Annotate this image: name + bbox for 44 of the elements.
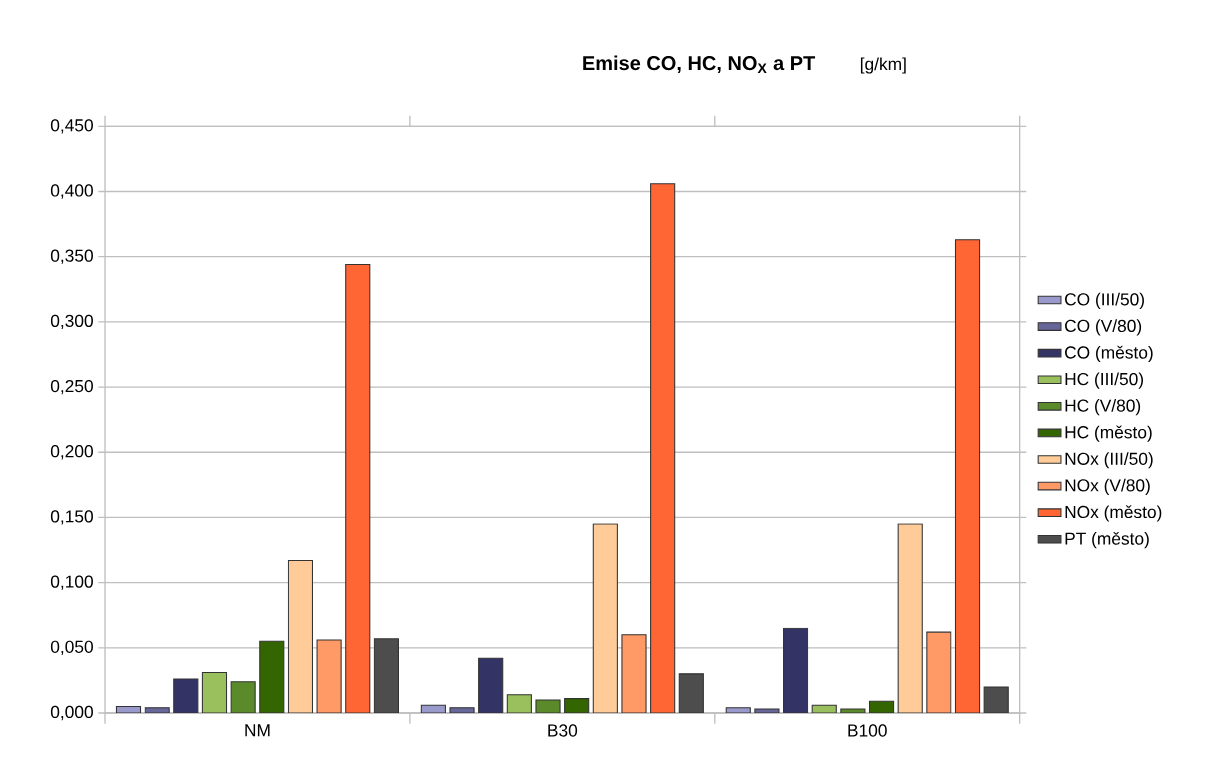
bar [230,681,256,713]
x-tick-label: B100 [848,724,887,737]
y-tick-label: 0,450 [50,119,93,134]
bar [144,707,170,713]
y-tick-label: 0,300 [50,314,93,330]
bar [621,634,647,713]
bar [783,627,809,713]
legend-label: CO (V/80) [1065,319,1142,336]
legend-label: HC (V/80) [1065,399,1141,416]
y-tick-label: 0,150 [50,510,93,525]
y-tick-label: 0,000 [50,705,93,721]
legend-label: PT (město) [1065,531,1149,549]
bar [173,678,199,713]
x-tick-label: B30 [548,724,578,737]
bar [373,638,400,713]
bar [926,631,952,713]
bar [754,708,780,713]
bar [954,239,981,713]
legend-label: NOx (V/80) [1065,478,1150,495]
bar [259,640,285,713]
bar [592,523,618,713]
bar [897,523,923,713]
legend-label: CO (III/50) [1065,292,1144,309]
legend-label: CO (město) [1065,345,1153,363]
bar [678,673,704,713]
x-tick-label: NM [245,724,270,737]
y-tick-label: 0,100 [50,575,93,590]
y-tick-label: 0,400 [50,184,93,199]
y-axis-title: [g/km] [860,57,906,74]
bar [650,183,676,713]
y-tick-label: 0,250 [50,379,93,395]
bar [449,707,475,713]
y-tick-label: 0,200 [50,445,93,460]
legend-label: NOx (město) [1065,505,1162,522]
legend-label: NOx (III/50) [1065,452,1153,469]
bar [201,672,228,713]
y-tick-label: 0,050 [50,640,93,655]
legend-label: HC (město) [1065,425,1152,442]
bar [345,263,371,713]
legend-label: HC (III/50) [1065,372,1144,389]
bar [287,559,314,713]
y-tick-label: 0,350 [50,249,93,264]
chart-title: Emise CO, HC, NO$_{X}$ a PT [583,55,816,74]
bar [478,657,504,713]
